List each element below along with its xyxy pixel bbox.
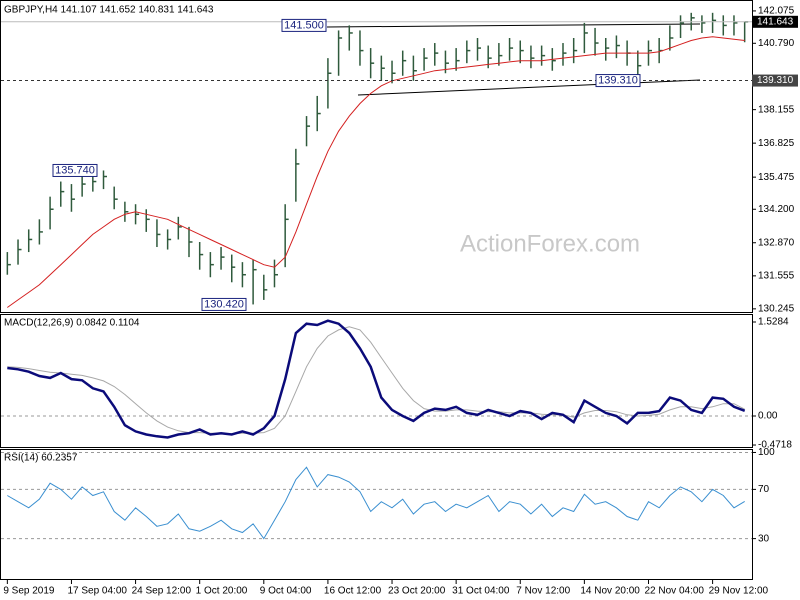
indicator-line xyxy=(7,319,746,439)
y-tick-label: 142.075 xyxy=(758,6,795,17)
y-tick-label: 30 xyxy=(758,533,770,544)
x-tick-label: 7 Nov 12:00 xyxy=(516,586,570,597)
macd-title: MACD(12,26,9) 0.0842 0.1104 xyxy=(4,318,140,329)
watermark: ActionForex.com xyxy=(460,230,640,257)
annotation-label: 130.420 xyxy=(204,298,244,310)
x-tick-label: 29 Nov 12:00 xyxy=(709,586,769,597)
annotation-box xyxy=(201,297,247,311)
trend-line xyxy=(326,23,701,28)
y-tick-label: 136.825 xyxy=(758,138,795,149)
y-tick-label: 135.475 xyxy=(758,172,795,183)
y-tick-label: 70 xyxy=(758,484,770,495)
y-tick-label: 100 xyxy=(758,447,775,458)
annotation-box xyxy=(281,18,327,32)
x-tick-label: 24 Sep 12:00 xyxy=(132,586,192,597)
moving-average xyxy=(7,36,745,308)
annotation-box xyxy=(52,163,98,177)
y-tick-label: 138.155 xyxy=(758,104,795,115)
x-tick-label: 14 Nov 20:00 xyxy=(580,586,640,597)
current-price-box xyxy=(752,15,798,28)
macd-panel xyxy=(0,314,753,448)
x-tick-label: 23 Oct 20:00 xyxy=(388,586,446,597)
x-tick-label: 17 Sep 04:00 xyxy=(67,586,127,597)
trend-line xyxy=(357,79,701,96)
level-box xyxy=(752,74,798,87)
y-tick-label: 132.870 xyxy=(758,237,795,248)
y-tick-label: 1.5284 xyxy=(758,317,789,328)
level-label: 139.310 xyxy=(757,75,794,86)
indicator-line xyxy=(7,326,745,435)
x-tick-label: 31 Oct 04:00 xyxy=(452,586,510,597)
y-tick-label: 130.245 xyxy=(758,303,795,314)
current-price-label: 141.643 xyxy=(757,16,794,27)
x-tick-label: 9 Oct 04:00 xyxy=(260,586,312,597)
annotation-box xyxy=(595,74,641,88)
y-tick-label: 0.00 xyxy=(758,411,778,422)
x-tick-label: 1 Oct 20:00 xyxy=(196,586,248,597)
x-tick-label: 22 Nov 04:00 xyxy=(644,586,704,597)
y-tick-label: 134.200 xyxy=(758,204,795,215)
y-tick-label: -0.4718 xyxy=(758,440,792,451)
price-title: GBPJPY,H4 141.107 141.652 140.831 141.64… xyxy=(4,5,214,16)
x-tick-label: 9 Sep 2019 xyxy=(3,586,55,597)
annotation-label: 141.500 xyxy=(284,19,324,31)
price-panel xyxy=(0,0,753,313)
indicator-line xyxy=(7,466,745,540)
y-tick-label: 131.555 xyxy=(758,271,795,282)
annotation-label: 139.310 xyxy=(598,74,638,86)
annotation-label: 135.740 xyxy=(55,164,95,176)
y-tick-label: 140.790 xyxy=(758,38,795,49)
x-tick-label: 16 Oct 12:00 xyxy=(324,586,382,597)
rsi-panel xyxy=(0,449,753,580)
rsi-title: RSI(14) 60.2357 xyxy=(4,453,78,464)
